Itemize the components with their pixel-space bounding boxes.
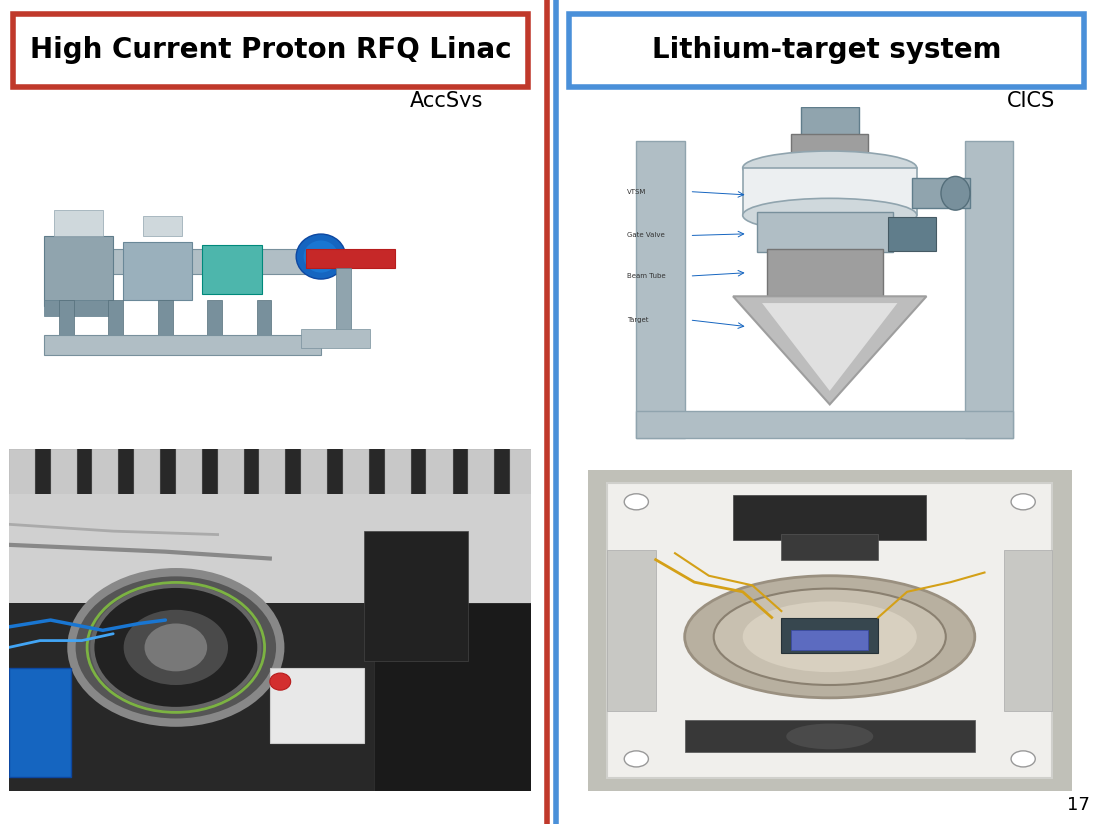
Ellipse shape [743,602,917,672]
Text: AccSys: AccSys [410,91,484,110]
FancyBboxPatch shape [569,14,1084,87]
Ellipse shape [303,241,338,273]
Bar [143,217,182,236]
Bar [965,141,1013,438]
Text: CICS: CICS [1007,91,1055,110]
Ellipse shape [1011,494,1035,510]
Ellipse shape [269,673,290,691]
Bar [92,449,119,497]
Ellipse shape [786,723,874,749]
Bar [9,668,71,777]
Ellipse shape [1011,751,1035,767]
Bar [49,249,336,274]
Bar [259,449,286,497]
Ellipse shape [685,576,975,698]
Text: Lithium-target system: Lithium-target system [652,36,1001,64]
Bar [510,449,536,497]
Bar [343,449,369,497]
Bar [767,249,882,297]
Bar [426,449,453,497]
Bar [54,210,103,236]
Bar [781,617,878,653]
Ellipse shape [713,588,946,685]
Bar [364,531,468,661]
Bar [9,494,531,603]
Bar [306,249,396,268]
Bar [888,217,936,250]
FancyBboxPatch shape [13,14,528,87]
Ellipse shape [624,751,648,767]
Bar [256,300,271,339]
Bar [801,107,858,141]
Bar [733,495,926,541]
Bar [385,449,411,497]
Ellipse shape [71,572,280,723]
Ellipse shape [941,176,970,210]
Bar [44,236,113,307]
Bar [176,449,202,497]
Bar [743,168,917,215]
Ellipse shape [123,610,229,685]
Bar [109,300,123,339]
Bar [636,141,685,438]
Ellipse shape [743,199,917,232]
Ellipse shape [297,234,346,279]
Bar [158,300,173,339]
Text: Beam Tube: Beam Tube [626,273,665,279]
Bar [781,534,878,559]
Bar [51,449,77,497]
Bar [301,449,328,497]
Bar [608,550,656,710]
Ellipse shape [92,586,259,709]
Bar [1003,550,1052,710]
Bar [202,246,262,293]
Text: Gate Valve: Gate Valve [626,232,665,238]
Ellipse shape [145,624,207,672]
Bar [336,268,351,332]
Bar [208,300,222,339]
Bar [134,449,160,497]
Bar [757,212,892,252]
Bar [218,449,244,497]
Bar [9,449,35,497]
Text: High Current Proton RFQ Linac: High Current Proton RFQ Linac [30,36,511,64]
Bar [374,603,531,791]
Bar [791,630,868,649]
Bar [468,449,495,497]
Polygon shape [762,303,898,391]
Polygon shape [733,297,926,405]
Bar [791,134,868,154]
Bar [269,668,364,743]
Bar [301,329,370,348]
Bar [44,300,113,316]
Bar [685,720,975,752]
Text: Target: Target [626,317,648,323]
Ellipse shape [743,151,917,185]
Bar [912,178,970,208]
Bar [123,242,192,300]
Bar [44,335,321,354]
Text: 17: 17 [1067,796,1090,814]
Bar [636,411,1013,438]
Text: VTSM: VTSM [626,189,646,194]
Bar [59,300,74,339]
Ellipse shape [624,494,648,510]
